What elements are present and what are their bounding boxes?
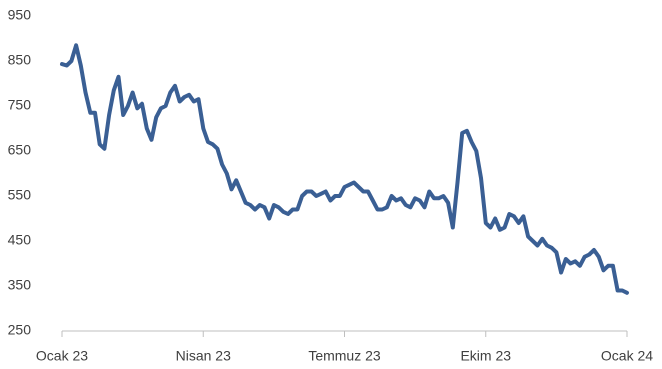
x-tick-label: Ocak 23 bbox=[36, 348, 88, 364]
y-tick-label: 350 bbox=[8, 277, 32, 293]
x-tick-label: Ocak 24 bbox=[601, 348, 653, 364]
y-tick-label: 250 bbox=[8, 322, 32, 338]
y-tick-label: 450 bbox=[8, 232, 32, 248]
x-tick-label: Temmuz 23 bbox=[308, 348, 381, 364]
y-tick-label: 850 bbox=[8, 52, 32, 68]
y-tick-label: 650 bbox=[8, 142, 32, 158]
y-tick-label: 950 bbox=[8, 7, 32, 23]
line bbox=[60, 43, 629, 295]
y-tick-label: 750 bbox=[8, 97, 32, 113]
x-tick-label: Ekim 23 bbox=[460, 348, 511, 364]
y-tick-label: 550 bbox=[8, 187, 32, 203]
x-tick-label: Nisan 23 bbox=[176, 348, 231, 364]
